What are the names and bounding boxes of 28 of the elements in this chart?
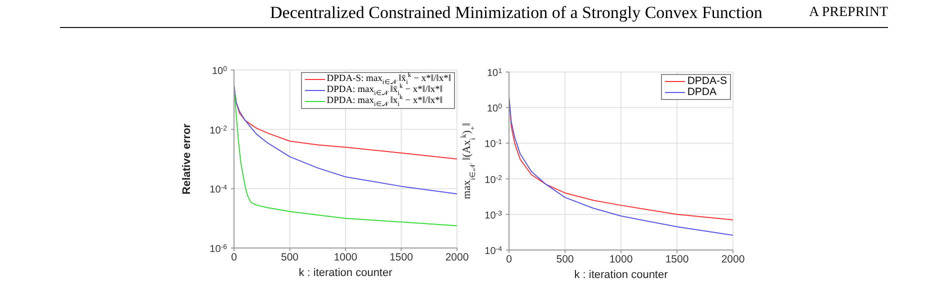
y-tick-label: 10$^{-2}$ — [210, 124, 228, 136]
x-tick-label: 0 — [506, 253, 512, 266]
x-tick-label: 1500 — [390, 251, 414, 264]
y-tick-label: 10$^{-6}$ — [210, 244, 228, 255]
y-tick-label: 10$^{-4}$ — [484, 246, 502, 257]
legend-label: DPDA-S — [687, 75, 727, 87]
text: A PREPRINT — [809, 5, 888, 21]
text: Decentralized Constrained Minimization of a Strongly Convex Function — [270, 3, 762, 23]
y-tick-label: 10$^{-2}$ — [484, 174, 502, 186]
x-axis-title: k : iteration counter — [298, 267, 393, 279]
line-series — [234, 85, 457, 194]
x-tick-label: 2000 — [721, 253, 745, 266]
legend-label: DPDA — [687, 86, 716, 98]
x-tick-label: 2000 — [445, 251, 469, 264]
y-tick-label: 10$^{0}$ — [486, 103, 502, 115]
x-tick-label: 500 — [280, 251, 299, 264]
x-tick-label: 1500 — [665, 253, 689, 266]
y-tick-label: 10$^{-3}$ — [484, 210, 502, 222]
x-tick-label: 1000 — [334, 251, 358, 264]
x-tick-label: 0 — [231, 251, 238, 264]
x-axis-title: k : iteration counter — [574, 269, 668, 281]
y-tick-label: 10$^{-4}$ — [210, 184, 228, 196]
y-tick-label: 10$^{-1}$ — [484, 138, 502, 150]
x-tick-label: 1000 — [609, 253, 633, 266]
y-axis-title: Relative error — [181, 122, 193, 194]
y-tick-label: 10$^{0}$ — [212, 66, 228, 77]
x-tick-label: 500 — [556, 253, 574, 266]
y-tick-label: 10$^{1}$ — [486, 68, 502, 79]
